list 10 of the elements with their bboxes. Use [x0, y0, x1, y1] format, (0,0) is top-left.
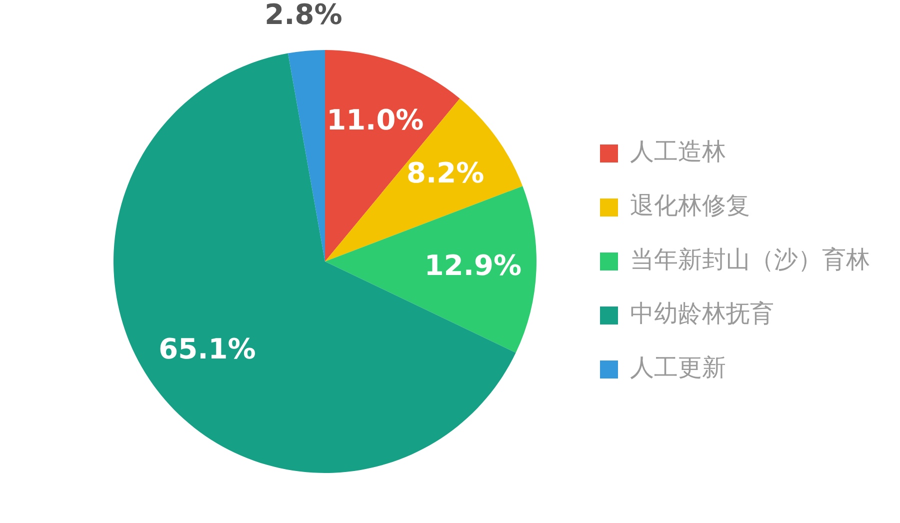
- legend-label: 中幼龄林抚育: [630, 300, 774, 328]
- data-label: 2.8%: [264, 0, 342, 32]
- data-label: 12.9%: [424, 248, 522, 282]
- data-label: 8.2%: [406, 156, 484, 190]
- data-label: 65.1%: [158, 332, 256, 366]
- legend-label: 人工造林: [630, 138, 726, 166]
- legend-label: 退化林修复: [630, 192, 750, 220]
- legend-label: 当年新封山（沙）育林: [630, 246, 870, 274]
- data-label: 11.0%: [326, 103, 424, 136]
- legend-label: 人工更新: [630, 354, 726, 382]
